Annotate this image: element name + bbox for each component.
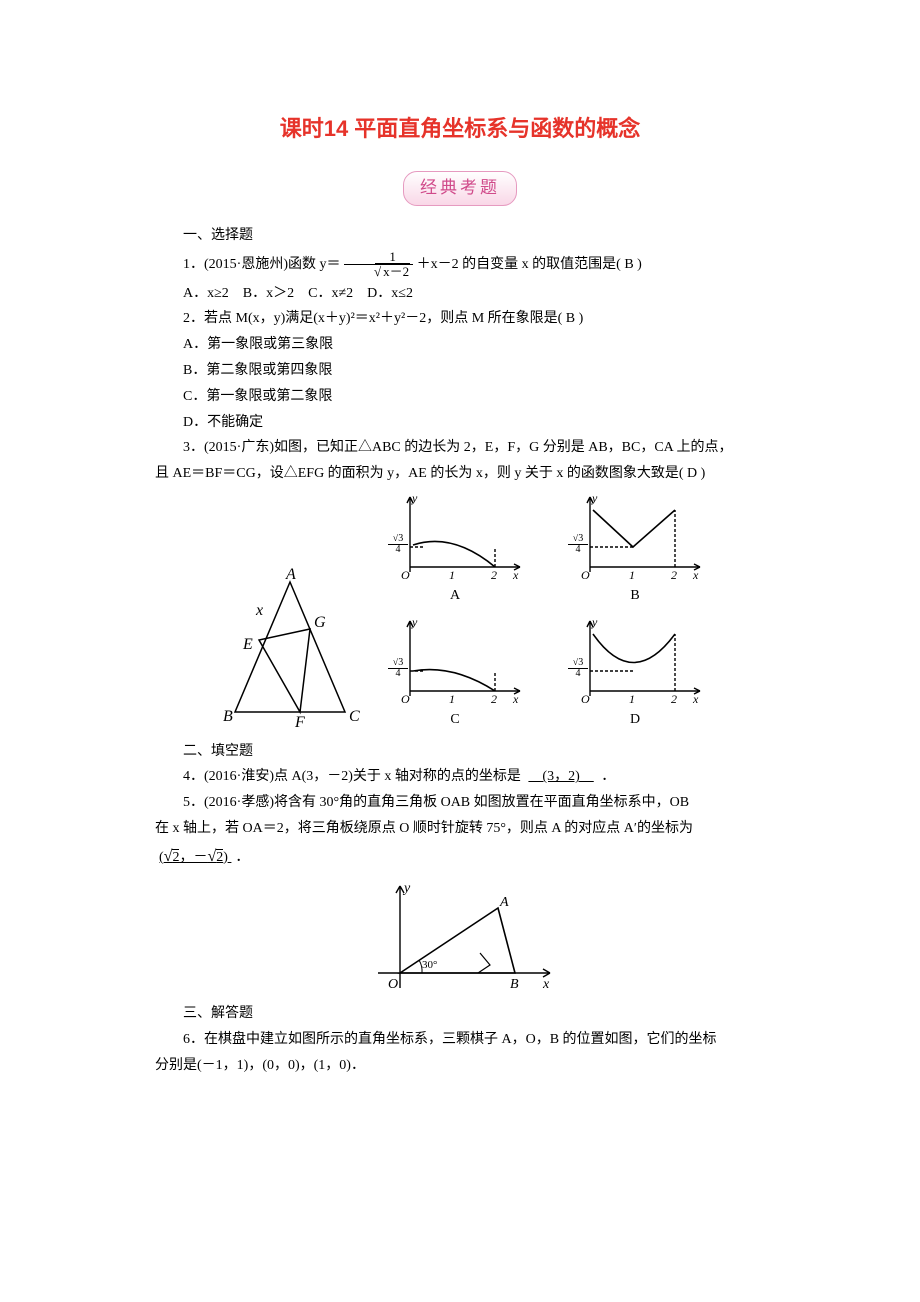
lbl-F: F — [294, 714, 305, 731]
banner-text: 经典考题 — [403, 171, 517, 206]
q4-period: ． — [601, 769, 615, 784]
capD: D — [565, 708, 705, 732]
chA-1: 1 — [449, 568, 455, 582]
lbl-B: B — [223, 708, 233, 725]
q1-suffix: ＋x－2 的自变量 x 的取值范围是( B ) — [417, 257, 642, 272]
q2-optA: A．第一象限或第三象限 — [155, 333, 765, 357]
section1-heading: 一、选择题 — [155, 224, 765, 248]
chD-O: O — [581, 692, 590, 706]
chC-O: O — [401, 692, 410, 706]
q5-line1: 5．(2016·孝感)将含有 30°角的直角三角板 OAB 如图放置在平面直角坐… — [155, 791, 765, 815]
chartC: y x O 1 2 √3 4 C — [385, 616, 525, 732]
q5-answer: (√2，－√2) — [155, 850, 235, 865]
lbl-C: C — [349, 708, 360, 725]
chC-y: y — [411, 616, 418, 629]
chA-y: y — [411, 492, 418, 505]
lbl-A: A — [285, 567, 296, 583]
q1-fraction: 1 √x－2 — [344, 250, 413, 280]
chD-yb: 4 — [568, 669, 588, 679]
classic-questions-banner: 经典考题 — [155, 171, 765, 206]
chA-2: 2 — [491, 568, 497, 582]
page-title: 课时14 平面直角坐标系与函数的概念 — [155, 110, 765, 147]
q3-figures: A B C E F G x — [155, 492, 765, 732]
q1-stem: 1．(2015·恩施州)函数 y＝ 1 √x－2 ＋x－2 的自变量 x 的取值… — [155, 250, 765, 280]
q4-answer: (3，2) — [524, 769, 597, 784]
q2-optB: B．第二象限或第四象限 — [155, 359, 765, 383]
q4: 4．(2016·淮安)点 A(3，－2)关于 x 轴对称的点的坐标是 (3，2)… — [155, 765, 765, 789]
lbl-x: x — [255, 602, 263, 619]
q5-A: A — [499, 895, 509, 910]
chB-x: x — [692, 568, 699, 582]
q3-triangle: A B C E F G x — [215, 567, 365, 732]
capB: B — [565, 584, 705, 608]
chB-yb: 4 — [568, 545, 588, 555]
chB-1: 1 — [629, 568, 635, 582]
chB-O: O — [581, 568, 590, 582]
chartB: y x O 1 2 √3 4 B — [565, 492, 705, 608]
q5-y: y — [402, 881, 411, 896]
chC-yb: 4 — [388, 669, 408, 679]
chD-1: 1 — [629, 692, 635, 706]
chB-y: y — [591, 492, 598, 505]
section2-heading: 二、填空题 — [155, 740, 765, 764]
chD-y: y — [591, 616, 598, 629]
lbl-E: E — [242, 636, 253, 653]
q3-row2: y x O 1 2 √3 4 C — [385, 616, 705, 732]
q5-angle: 30° — [422, 959, 437, 971]
chB-2: 2 — [671, 568, 677, 582]
q1-prefix: 1．(2015·恩施州)函数 y＝ — [183, 257, 341, 272]
triangle-svg: A B C E F G x — [215, 567, 365, 732]
lbl-G: G — [314, 614, 326, 631]
q5-x: x — [542, 977, 550, 992]
q5a2: ) — [223, 850, 228, 865]
chD-2: 2 — [671, 692, 677, 706]
q5-B: B — [510, 977, 519, 992]
chD-x: x — [692, 692, 699, 706]
q2-stem: 2．若点 M(x，y)满足(x＋y)²＝x²＋y²－2，则点 M 所在象限是( … — [155, 307, 765, 331]
q5-figure: y x O A B 30° — [155, 878, 765, 998]
chC-1: 1 — [449, 692, 455, 706]
q5-line2: 在 x 轴上，若 OA＝2，将三角板绕原点 O 顺时针旋转 75°，则点 A 的… — [155, 817, 765, 841]
q3-line2: 且 AE＝BF＝CG，设△EFG 的面积为 y，AE 的长为 x，则 y 关于 … — [155, 462, 765, 486]
capA: A — [385, 584, 525, 608]
worksheet-page: 课时14 平面直角坐标系与函数的概念 经典考题 一、选择题 1．(2015·恩施… — [0, 0, 920, 1139]
chA-x: x — [512, 568, 519, 582]
q3-row1: y x O 1 2 √3 4 A — [385, 492, 705, 608]
q6-line1: 6．在棋盘中建立如图所示的直角坐标系，三颗棋子 A，O，B 的位置如图，它们的坐… — [155, 1028, 765, 1052]
chA-O: O — [401, 568, 410, 582]
q2-optD: D．不能确定 — [155, 411, 765, 435]
q1-options: A．x≥2 B．x＞2 C．x≠2 D．x≤2 — [155, 282, 765, 306]
chC-x: x — [512, 692, 519, 706]
q5am: ，－ — [179, 850, 207, 865]
chA-yb: 4 — [388, 545, 408, 555]
q5-answer-line: (√2，－√2) ． — [155, 843, 765, 870]
q5-O: O — [388, 977, 398, 992]
q3-charts: y x O 1 2 √3 4 A — [385, 492, 705, 732]
q3-line1: 3．(2015·广东)如图，已知正△ABC 的边长为 2，E，F，G 分别是 A… — [155, 436, 765, 460]
q4-text: 4．(2016·淮安)点 A(3，－2)关于 x 轴对称的点的坐标是 — [183, 769, 521, 784]
q6-line2: 分别是(－1，1)，(0，0)，(1，0)． — [155, 1054, 765, 1078]
q1-sqrt-inner: x－2 — [383, 264, 409, 279]
section3-heading: 三、解答题 — [155, 1002, 765, 1026]
capC: C — [385, 708, 525, 732]
sqrt-icon: √x－2 — [375, 263, 410, 279]
q2-optC: C．第一象限或第二象限 — [155, 385, 765, 409]
q1-frac-den: √x－2 — [344, 265, 413, 279]
chC-2: 2 — [491, 692, 497, 706]
q5-period: ． — [235, 850, 249, 865]
chartD: y x O 1 2 √3 4 D — [565, 616, 705, 732]
chartA: y x O 1 2 √3 4 A — [385, 492, 525, 608]
